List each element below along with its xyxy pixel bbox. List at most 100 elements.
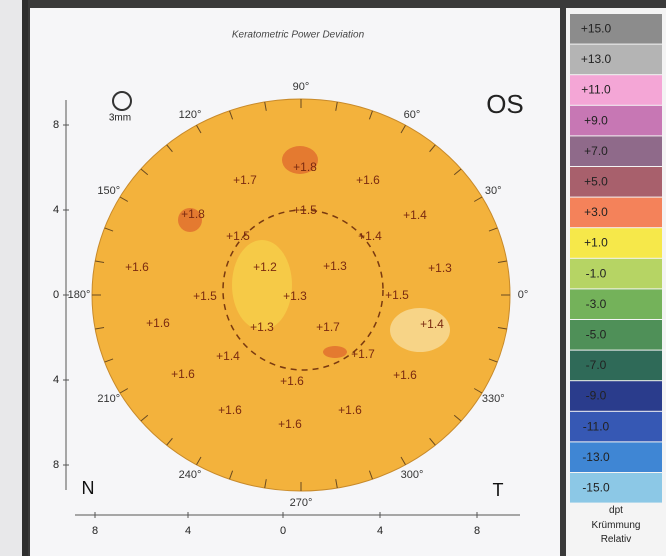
- map-value: +1.7: [351, 347, 375, 361]
- angle-label: 210°: [97, 393, 120, 405]
- legend-swatch: [570, 411, 662, 442]
- rim-tick: [368, 470, 373, 480]
- legend-mode: Krümmung: [592, 520, 641, 531]
- map-value: +1.4: [358, 229, 382, 243]
- rim-tick: [335, 479, 338, 489]
- rim-tick: [473, 388, 483, 394]
- legend-label: +1.0: [584, 236, 608, 250]
- pupil-ring: [222, 209, 384, 371]
- map-value: +1.5: [193, 289, 217, 303]
- map-value: +1.4: [420, 317, 444, 331]
- temporal: T: [493, 480, 504, 500]
- rim-tick: [264, 101, 267, 111]
- angle-label: 300°: [401, 469, 424, 481]
- rim-tick: [453, 414, 462, 422]
- legend-swatch: [570, 197, 662, 228]
- legend-swatch: [570, 14, 662, 44]
- legend-label: -9.0: [586, 389, 607, 403]
- rim-tick: [95, 326, 105, 330]
- map-value: +1.4: [216, 349, 240, 363]
- legend-label: -15.0: [582, 480, 610, 494]
- angle-label: 180°: [68, 289, 91, 301]
- legend-label: +9.0: [584, 113, 608, 127]
- legend-swatch: [570, 44, 662, 75]
- rim-tick: [229, 110, 234, 120]
- rim-tick: [229, 470, 234, 480]
- rim-tick: [166, 437, 173, 446]
- map-value: +1.6: [125, 260, 149, 274]
- bottom-tick: 4: [377, 525, 383, 537]
- legend-ref: Relativ: [601, 534, 632, 545]
- rim-tick: [488, 227, 498, 232]
- rim-tick: [368, 110, 373, 120]
- rim-tick: [429, 437, 436, 446]
- legend-label: -3.0: [586, 297, 607, 311]
- map-value: +1.6: [280, 374, 304, 388]
- angle-label: 240°: [179, 469, 202, 481]
- rim-tick: [400, 125, 406, 134]
- patch: [282, 146, 318, 174]
- eye: OS: [486, 89, 524, 119]
- legend-swatch: [570, 442, 662, 472]
- legend-label: +7.0: [584, 144, 608, 158]
- legend-swatch: [570, 136, 662, 166]
- rim-tick: [104, 358, 114, 363]
- title: Keratometric Power Deviation: [232, 30, 365, 41]
- patch: [390, 308, 450, 352]
- map-value: +1.6: [278, 417, 302, 431]
- angle-label: 330°: [482, 393, 505, 405]
- rim-tick: [140, 414, 149, 422]
- legend-swatch: [570, 381, 662, 411]
- map-value: +1.6: [393, 368, 417, 382]
- map-value: +1.4: [403, 208, 427, 222]
- map-value: +1.3: [428, 261, 452, 275]
- legend-unit: dpt: [609, 505, 623, 516]
- scale-icon: [112, 91, 132, 111]
- map-value: +1.7: [233, 173, 257, 187]
- rim-tick: [429, 144, 436, 153]
- bottom-tick: 4: [185, 525, 191, 537]
- legend-swatch: [570, 320, 662, 350]
- bottom-tick: 0: [280, 525, 286, 537]
- angle-label: 90°: [293, 81, 310, 93]
- map-value: +1.3: [323, 259, 347, 273]
- left-tick: 0: [53, 289, 59, 301]
- bottom-tick: 8: [474, 525, 480, 537]
- legend-label: -13.0: [582, 450, 610, 464]
- left-tick: 4: [53, 374, 59, 386]
- rim-tick: [95, 260, 105, 264]
- angle-label: 270°: [290, 497, 313, 509]
- rim-tick: [196, 456, 202, 465]
- legend-label: -7.0: [586, 358, 607, 372]
- map-value: +1.3: [283, 289, 307, 303]
- angle-label: 120°: [179, 109, 202, 121]
- rim-tick: [453, 168, 462, 176]
- map-value: +1.8: [181, 207, 205, 221]
- map-value: +1.6: [218, 403, 242, 417]
- rim-tick: [196, 125, 202, 134]
- map-value: +1.2: [253, 260, 277, 274]
- legend-label: +13.0: [581, 52, 612, 66]
- legend-label: +5.0: [584, 174, 608, 188]
- nasal: N: [82, 478, 95, 498]
- rim-tick: [119, 196, 129, 202]
- legend-swatch: [570, 105, 662, 136]
- map-value: +1.8: [293, 160, 317, 174]
- rim-tick: [104, 227, 114, 232]
- rim-tick: [335, 101, 338, 111]
- legend-swatch: [570, 289, 662, 319]
- legend-label: +15.0: [581, 21, 612, 35]
- rim-tick: [473, 196, 483, 202]
- map-value: +1.5: [226, 229, 250, 243]
- legend-label: -11.0: [583, 419, 610, 433]
- left-panel: [0, 0, 22, 556]
- legend-swatch: [570, 350, 662, 381]
- map-value: +1.3: [250, 320, 274, 334]
- map-value: +1.6: [338, 403, 362, 417]
- rim-tick: [497, 260, 507, 264]
- map-value: +1.6: [356, 173, 380, 187]
- bottom-tick: 8: [92, 525, 98, 537]
- legend-label: +3.0: [584, 205, 608, 219]
